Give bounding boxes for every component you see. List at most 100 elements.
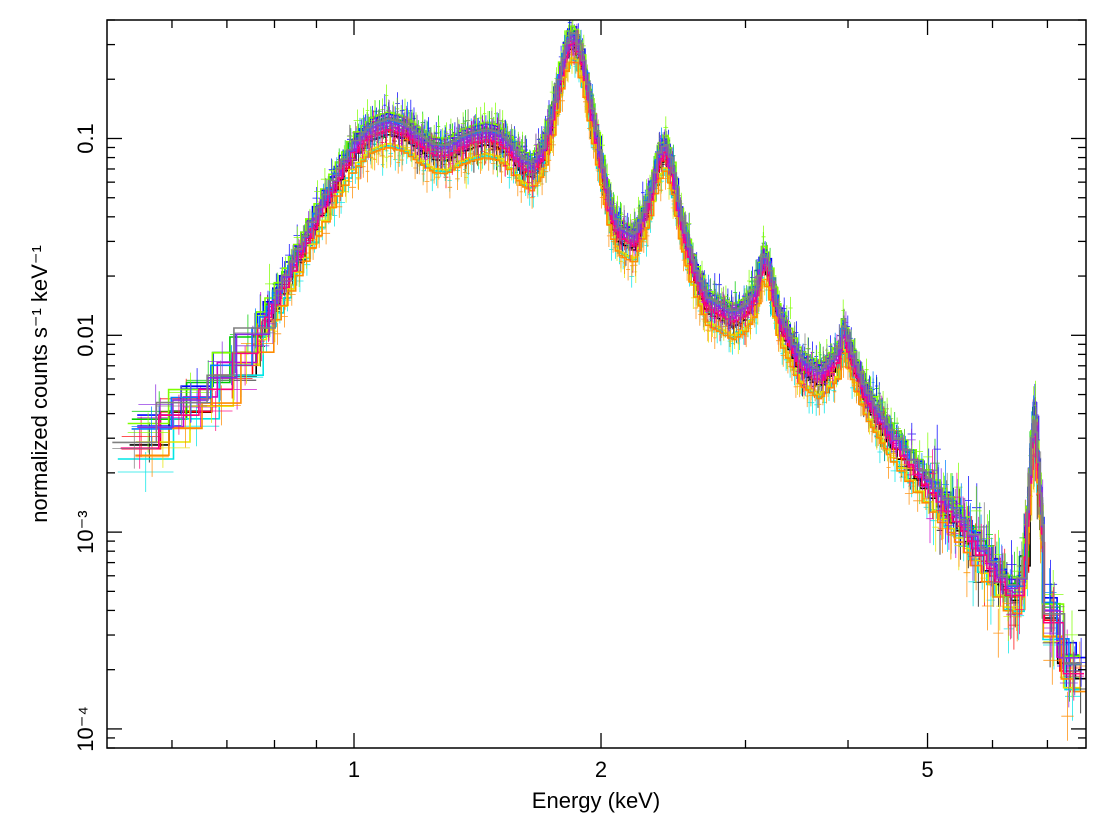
data-point [467,152,470,175]
model-step-line-13 [112,32,1082,664]
data-point [778,316,782,339]
data-point [1013,591,1025,641]
data-point [781,304,786,327]
data-point [667,177,671,200]
data-point [803,333,807,356]
data-point [1013,582,1020,631]
data-point [386,99,392,122]
data-point [886,456,891,479]
data-point [375,124,381,147]
data-point [474,132,479,156]
data-point [497,124,502,148]
data-point [764,254,769,277]
data-point [574,30,577,53]
data-point [314,180,321,203]
data-point [556,86,560,109]
data-point [672,155,677,179]
data-point [598,146,602,169]
data-point [207,360,234,401]
data-point [463,121,467,144]
data-point [906,463,914,486]
data-point [1043,559,1058,609]
data-point [846,328,851,351]
data-point [571,34,575,57]
data-point [444,122,449,145]
data-point [395,100,400,123]
spectrum-series-3 [131,20,1080,702]
data-point [761,225,766,248]
data-point [794,321,799,344]
data-point [699,270,704,293]
data-point [841,308,847,331]
model-step-line-9 [127,25,1081,658]
data-point [806,346,811,369]
data-point [361,115,366,138]
data-point [784,316,789,339]
data-point [525,152,531,176]
data-point [485,120,490,143]
data-point [447,176,453,199]
data-point [776,297,781,320]
data-point [459,154,463,177]
data-point [996,581,1004,631]
data-point [671,189,675,213]
plot-marks [112,20,1086,741]
data-point [831,362,835,385]
data-point [376,142,380,166]
data-point [851,347,856,370]
data-point [530,162,534,185]
data-point [802,373,806,396]
data-point [698,303,702,326]
x-tick-label: 5 [921,757,933,782]
data-point [466,109,470,132]
data-point [747,269,752,293]
data-point [578,64,584,88]
data-point [396,151,401,174]
data-point [544,126,548,149]
data-point [866,410,871,433]
data-point [476,136,481,159]
data-point [1003,572,1013,622]
model-step-line-12 [138,35,1078,659]
data-point [807,391,811,414]
data-point [885,403,889,426]
data-point [931,445,938,495]
data-point [577,42,582,65]
spectrum-series-1 [129,29,1086,714]
data-point [795,360,800,383]
data-point [1059,658,1078,708]
data-point [380,144,385,167]
data-point [648,191,653,214]
data-point [641,194,645,217]
data-point [768,266,773,289]
data-point [772,283,777,306]
data-point [756,274,761,297]
data-point [1028,437,1031,487]
data-point [602,163,606,186]
data-point [687,234,692,257]
data-point [589,92,595,115]
data-point [804,364,809,388]
data-point [413,156,417,180]
data-point [928,449,937,499]
data-point [923,475,932,499]
x-tick-label: 2 [595,757,607,782]
data-point [322,222,331,245]
data-point [393,137,397,160]
data-point [302,224,308,247]
data-point [619,246,623,269]
data-point [733,305,737,328]
data-point [626,258,631,281]
data-point [519,180,523,203]
data-point [615,203,619,226]
data-point [716,297,720,320]
data-point [874,405,879,428]
data-point [681,249,685,272]
data-point [384,84,389,107]
data-point [494,102,497,125]
data-point [551,133,556,156]
data-point [394,113,398,136]
data-point [942,472,952,522]
data-point [663,116,669,139]
data-point [408,121,412,144]
